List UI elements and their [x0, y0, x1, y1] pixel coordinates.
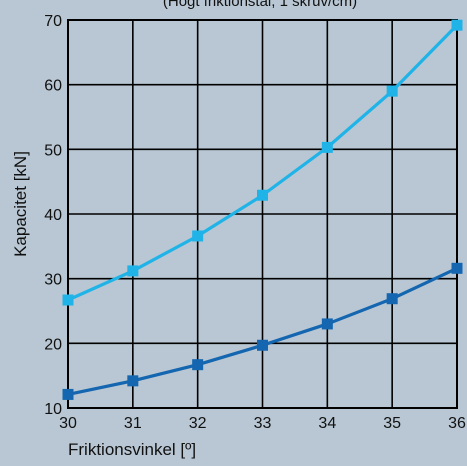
y-tick-label-4: 50 [44, 142, 62, 159]
y-tick-label-0: 10 [44, 401, 62, 418]
y-tick-label-3: 40 [44, 207, 62, 224]
x-axis-label: Friktionsvinkel [º] [68, 440, 196, 459]
series-0-point-6 [451, 19, 463, 31]
series-0-point-3 [257, 189, 268, 201]
axes [67, 19, 458, 409]
x-tick-label-4: 34 [318, 415, 336, 432]
y-tick-label-6: 70 [44, 13, 62, 30]
y-tick-label-5: 60 [44, 78, 62, 95]
x-axis-ticks: 30 31 32 33 34 35 36 [59, 415, 466, 432]
plot-frame [67, 19, 458, 409]
series-layer [62, 19, 463, 400]
y-axis-ticks: 10 20 30 40 50 60 70 [44, 13, 62, 418]
series-0-point-4 [321, 141, 333, 153]
series-1-point-4 [321, 318, 333, 330]
series-1-point-6 [451, 262, 463, 274]
series-1-point-5 [386, 293, 398, 305]
x-tick-label-3: 33 [254, 415, 272, 432]
y-tick-label-1: 20 [44, 336, 62, 353]
x-tick-label-0: 30 [59, 415, 77, 432]
x-tick-label-5: 35 [383, 415, 401, 432]
series-0 [62, 19, 463, 306]
series-0-point-0 [62, 294, 74, 306]
x-tick-label-2: 32 [189, 415, 207, 432]
series-1 [62, 262, 463, 400]
series-1-point-1 [127, 375, 139, 387]
series-0-point-1 [127, 265, 139, 277]
series-1-point-3 [257, 339, 268, 351]
y-axis-label: Kapacitet [kN] [11, 151, 30, 257]
series-0-point-2 [192, 230, 204, 242]
chart-top-text: (Högt friktionstal, 1 skruv/cm) [163, 0, 357, 10]
series-1-point-2 [192, 359, 204, 371]
series-1-point-0 [62, 388, 74, 400]
x-tick-label-1: 31 [124, 415, 142, 432]
y-tick-label-2: 30 [44, 272, 62, 289]
series-0-point-5 [386, 85, 398, 97]
x-tick-label-6: 36 [448, 415, 466, 432]
